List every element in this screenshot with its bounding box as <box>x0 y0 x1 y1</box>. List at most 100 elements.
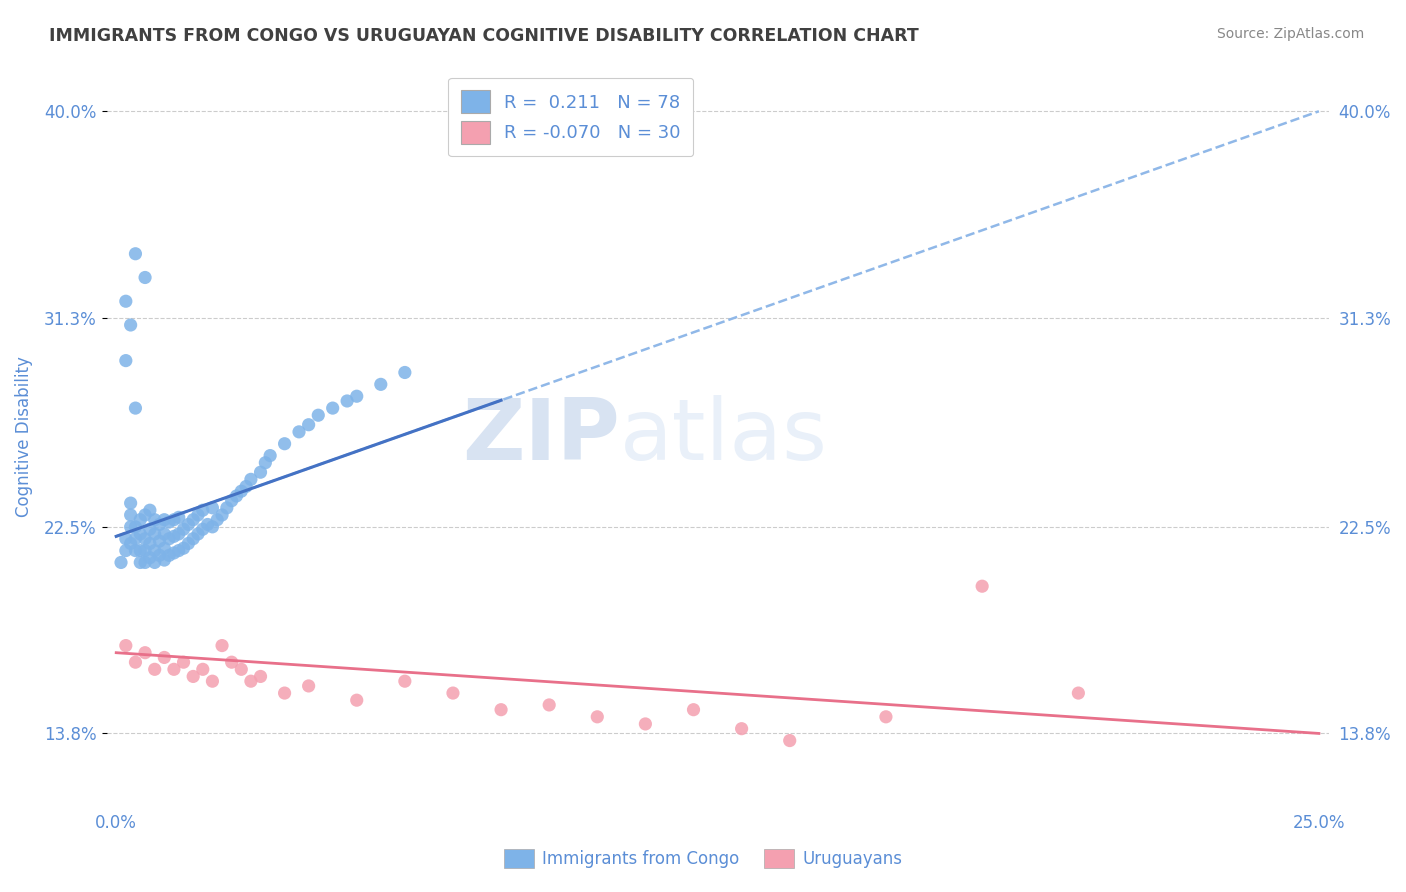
Point <box>288 425 311 439</box>
Point <box>187 527 209 541</box>
Point <box>124 246 146 260</box>
Point <box>538 698 561 712</box>
Point <box>259 449 281 463</box>
Point <box>114 353 136 368</box>
Point <box>129 513 152 527</box>
Point <box>163 662 186 676</box>
Point <box>191 522 214 536</box>
Point <box>167 510 190 524</box>
Point <box>114 543 136 558</box>
Point <box>273 436 295 450</box>
Point <box>129 543 152 558</box>
Point <box>254 456 277 470</box>
Y-axis label: Cognitive Disability: Cognitive Disability <box>15 356 32 517</box>
Point <box>191 503 214 517</box>
Point <box>239 674 262 689</box>
Point <box>120 536 142 550</box>
Point <box>201 500 224 515</box>
Point <box>215 500 238 515</box>
Point <box>298 417 321 432</box>
Point <box>153 541 176 556</box>
Point <box>225 489 247 503</box>
Point <box>221 655 243 669</box>
Point <box>153 513 176 527</box>
Point <box>211 639 233 653</box>
Point <box>139 536 162 550</box>
Point <box>120 496 142 510</box>
Point <box>197 517 219 532</box>
Text: atlas: atlas <box>620 395 828 478</box>
Text: Source: ZipAtlas.com: Source: ZipAtlas.com <box>1216 27 1364 41</box>
Point <box>120 520 142 534</box>
Point <box>139 503 162 517</box>
Point <box>173 655 195 669</box>
Point <box>586 710 609 724</box>
Point <box>181 532 204 546</box>
Point <box>346 389 368 403</box>
Legend: Immigrants from Congo, Uruguayans: Immigrants from Congo, Uruguayans <box>496 842 910 875</box>
Point <box>134 508 156 522</box>
Point <box>148 534 170 549</box>
Point <box>394 366 416 380</box>
Point <box>336 394 359 409</box>
Point <box>239 472 262 486</box>
Point <box>129 527 152 541</box>
Point <box>235 479 257 493</box>
Point <box>143 513 166 527</box>
Point <box>730 722 752 736</box>
Point <box>177 517 200 532</box>
Point <box>134 646 156 660</box>
Point <box>120 318 142 332</box>
Point <box>207 513 229 527</box>
Point <box>173 541 195 556</box>
Point <box>153 527 176 541</box>
Point <box>634 717 657 731</box>
Point <box>489 703 512 717</box>
Point <box>211 508 233 522</box>
Point <box>682 703 704 717</box>
Point <box>394 674 416 689</box>
Point <box>129 556 152 570</box>
Point <box>157 532 180 546</box>
Point <box>191 662 214 676</box>
Point <box>120 508 142 522</box>
Point <box>134 556 156 570</box>
Point <box>114 639 136 653</box>
Point <box>972 579 994 593</box>
Point <box>153 553 176 567</box>
Point <box>124 520 146 534</box>
Text: ZIP: ZIP <box>463 395 620 478</box>
Point <box>124 655 146 669</box>
Point <box>163 529 186 543</box>
Point <box>163 546 186 560</box>
Point <box>124 401 146 416</box>
Point <box>177 536 200 550</box>
Point <box>173 522 195 536</box>
Point <box>153 650 176 665</box>
Point <box>143 662 166 676</box>
Point <box>134 270 156 285</box>
Point <box>110 556 132 570</box>
Point <box>181 513 204 527</box>
Point <box>187 508 209 522</box>
Point <box>298 679 321 693</box>
Point <box>167 527 190 541</box>
Point <box>201 520 224 534</box>
Point <box>139 522 162 536</box>
Point <box>143 527 166 541</box>
Point <box>157 549 180 563</box>
Point <box>201 674 224 689</box>
Point <box>1067 686 1090 700</box>
Point <box>249 465 271 479</box>
Point <box>181 669 204 683</box>
Point <box>148 549 170 563</box>
Point <box>114 532 136 546</box>
Point <box>124 543 146 558</box>
Text: IMMIGRANTS FROM CONGO VS URUGUAYAN COGNITIVE DISABILITY CORRELATION CHART: IMMIGRANTS FROM CONGO VS URUGUAYAN COGNI… <box>49 27 920 45</box>
Point <box>322 401 344 416</box>
Point <box>134 543 156 558</box>
Point <box>148 517 170 532</box>
Point <box>139 550 162 565</box>
Point <box>441 686 464 700</box>
Point <box>346 693 368 707</box>
